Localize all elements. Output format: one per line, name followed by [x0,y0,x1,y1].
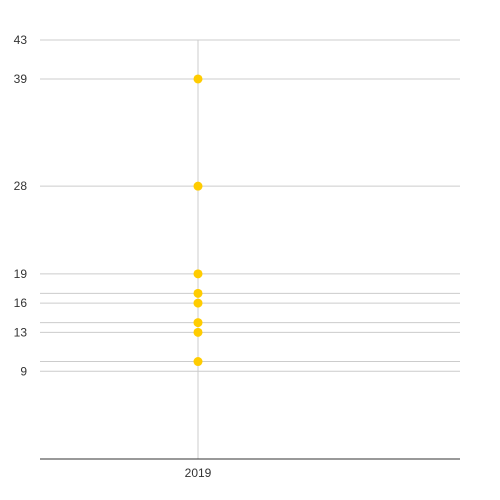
y-tick-label: 9 [20,364,27,378]
data-point [193,74,203,84]
y-axis-ticks: 9 13 16 19 28 39 43 [14,33,28,378]
data-point [193,327,203,337]
y-tick-label: 43 [14,33,28,47]
y-tick-label: 39 [14,72,28,86]
data-points [193,74,203,367]
data-point [193,318,203,328]
data-point [193,269,203,279]
data-point [193,357,203,367]
y-tick-label: 16 [14,296,28,310]
data-point [193,288,203,298]
data-point [193,181,203,191]
y-tick-label: 19 [14,267,28,281]
x-axis-ticks: 2019 [185,466,212,480]
data-point [193,298,203,308]
y-tick-label: 13 [14,325,28,339]
grid-lines [40,39,460,372]
x-tick-label: 2019 [185,466,212,480]
y-tick-label: 28 [14,179,28,193]
